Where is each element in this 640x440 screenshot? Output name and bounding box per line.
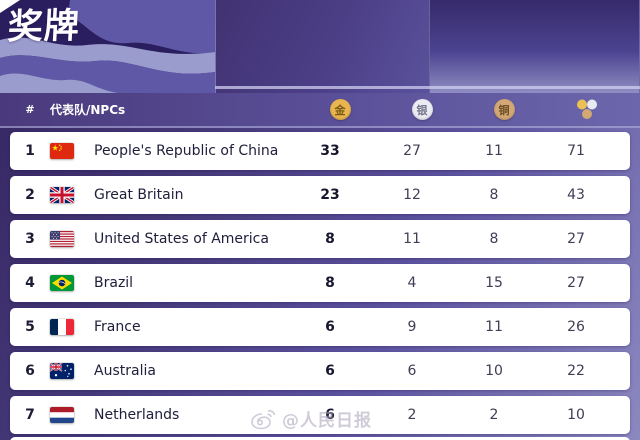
npc-name: Australia — [94, 363, 156, 379]
table-row[interactable]: 1 People's Republic of China 33 27 11 71 — [10, 132, 630, 170]
banner: 奖牌 — [0, 0, 640, 93]
table-row[interactable]: 6 Australia 6 6 10 22 — [10, 352, 630, 390]
silver-count: 11 — [403, 231, 421, 247]
next-row-peek — [10, 437, 630, 440]
silver-count: 4 — [407, 275, 417, 291]
silver-count: 9 — [407, 319, 417, 335]
bronze-count: 15 — [485, 275, 503, 291]
banner-wave-panel: 奖牌 — [0, 0, 215, 93]
rank: 2 — [25, 187, 35, 203]
bronze-medal-icon: 铜 — [493, 99, 515, 120]
silver-count: 6 — [407, 363, 417, 379]
rank: 6 — [25, 363, 35, 379]
rank-column-header: # — [25, 103, 35, 116]
bronze-count: 8 — [489, 187, 499, 203]
gold-column-header: 金 — [299, 99, 381, 120]
total-count: 43 — [567, 187, 585, 203]
flag-br-icon — [50, 275, 90, 291]
bronze-column-header: 铜 — [463, 99, 545, 120]
bronze-count: 2 — [489, 407, 499, 423]
bronze-count: 10 — [485, 363, 503, 379]
total-column-header — [545, 99, 627, 120]
flag-au-icon — [50, 363, 90, 379]
gold-medal-icon: 金 — [329, 99, 351, 120]
bronze-count: 11 — [485, 143, 503, 159]
gold-count: 6 — [325, 319, 335, 335]
gold-count: 33 — [320, 143, 340, 159]
npc-name: United States of America — [94, 231, 269, 247]
silver-column-header: 银 — [381, 99, 463, 120]
flag-cn-icon — [50, 143, 90, 159]
wave-pattern-icon — [0, 0, 215, 93]
bronze-count: 8 — [489, 231, 499, 247]
table-row[interactable]: 7 Netherlands 6 2 2 10 — [10, 396, 630, 434]
total-count: 27 — [567, 231, 585, 247]
flag-nl-icon — [50, 407, 90, 423]
npc-name: France — [94, 319, 141, 335]
table-row[interactable]: 4 Brazil 8 4 15 27 — [10, 264, 630, 302]
total-count: 27 — [567, 275, 585, 291]
silver-count: 12 — [403, 187, 421, 203]
gold-count: 6 — [325, 407, 335, 423]
total-count: 71 — [567, 143, 585, 159]
gold-count: 23 — [320, 187, 340, 203]
total-count: 22 — [567, 363, 585, 379]
npc-name: Brazil — [94, 275, 134, 291]
npc-column-header: 代表队/NPCs — [50, 103, 126, 117]
gold-count: 8 — [325, 275, 335, 291]
silver-count: 2 — [407, 407, 417, 423]
medal-table-body: 1 People's Republic of China 33 27 11 71… — [10, 132, 630, 440]
rank: 3 — [25, 231, 35, 247]
table-row[interactable]: 3 United States of America 8 11 8 27 — [10, 220, 630, 258]
gold-count: 8 — [325, 231, 335, 247]
banner-divider — [215, 86, 640, 89]
table-row[interactable]: 5 France 6 9 11 26 — [10, 308, 630, 346]
medals-cluster-icon — [577, 99, 597, 119]
flag-gb-icon — [50, 187, 90, 203]
silver-count: 27 — [403, 143, 421, 159]
rank: 7 — [25, 407, 35, 423]
rank: 1 — [25, 143, 35, 159]
rank: 4 — [25, 275, 35, 291]
table-row[interactable]: 2 Great Britain 23 12 8 43 — [10, 176, 630, 214]
banner-right-panel — [430, 0, 639, 93]
npc-name: Netherlands — [94, 407, 180, 423]
flag-fr-icon — [50, 319, 90, 335]
gold-count: 6 — [325, 363, 335, 379]
silver-medal-icon: 银 — [411, 99, 433, 120]
banner-mid-panel — [215, 0, 430, 93]
table-header: # 代表队/NPCs 金 银 铜 — [0, 93, 640, 128]
total-count: 10 — [567, 407, 585, 423]
total-count: 26 — [567, 319, 585, 335]
rank: 5 — [25, 319, 35, 335]
bronze-count: 11 — [485, 319, 503, 335]
page-title: 奖牌 — [6, 6, 81, 48]
npc-name: Great Britain — [94, 187, 184, 203]
flag-us-icon — [50, 231, 90, 247]
npc-name: People's Republic of China — [94, 143, 279, 159]
